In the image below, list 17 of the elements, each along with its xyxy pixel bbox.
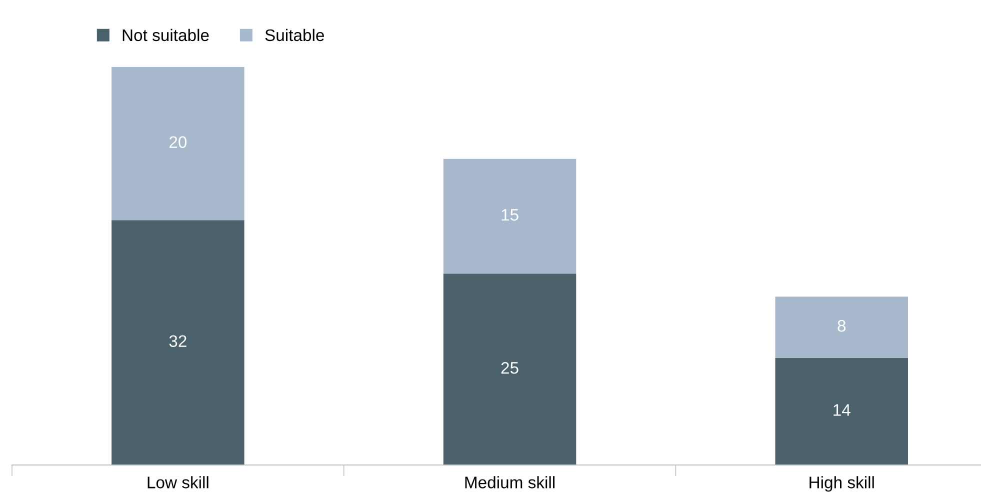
- data-label: 8: [838, 320, 846, 332]
- bar: [775, 296, 908, 358]
- bar: [112, 67, 244, 220]
- data-label: 25: [501, 362, 518, 374]
- data-label: 14: [834, 404, 850, 416]
- data-label: 32: [169, 335, 186, 348]
- bar: [443, 274, 576, 465]
- legend-label: Suitable: [265, 28, 324, 42]
- x-tick-label: Medium skill: [465, 476, 555, 488]
- x-tick-label: Low skill: [148, 476, 208, 488]
- bar: [112, 220, 244, 465]
- data-label: 20: [169, 136, 187, 148]
- data-label: 15: [502, 209, 518, 221]
- bar: [775, 358, 908, 465]
- legend-label: Not suitable: [122, 28, 209, 42]
- x-tick-label: High skill: [810, 476, 874, 492]
- bar: [443, 158, 576, 274]
